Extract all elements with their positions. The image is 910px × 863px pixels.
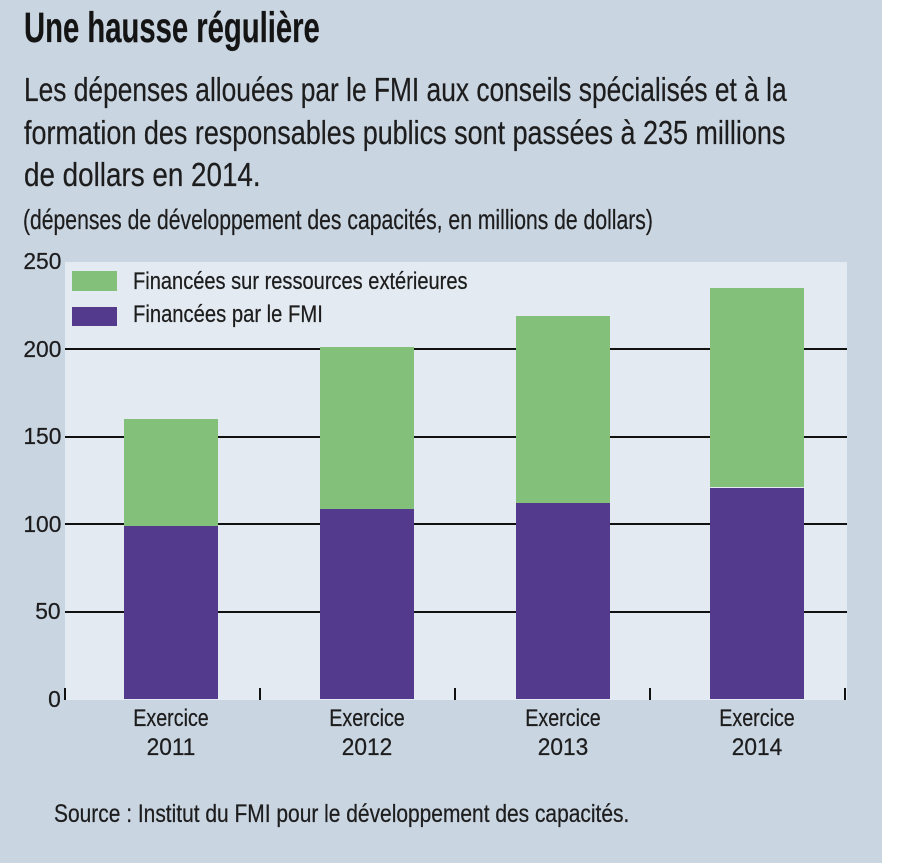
x-label-year-2011: 2011 (146, 733, 196, 761)
legend-swatch-0 (72, 271, 117, 291)
figure-subtitle-line-1: Les dépenses allouées par le FMI aux con… (24, 70, 787, 108)
chart-units-caption: (dépenses de développement des capacités… (22, 204, 653, 236)
x-label-word-2014: Exercice (718, 704, 795, 732)
figure-subtitle-line-3: de dollars en 2014. (24, 156, 261, 194)
x-axis-tick-4 (843, 687, 847, 700)
y-tick-text-0: 0 (48, 685, 61, 712)
x-label-word-2011: Exercice (133, 704, 209, 732)
figure-card: Une hausse régulière Les dépenses alloué… (0, 0, 882, 863)
bar-fmi-2011 (124, 526, 218, 700)
y-tick-label-250: 250 (0, 247, 61, 274)
y-tick-label-200: 200 (0, 335, 61, 362)
x-axis-tick-2 (453, 687, 457, 700)
legend-label-1: Financées par le FMI (132, 301, 323, 329)
x-label-year-2012: 2012 (341, 733, 393, 761)
y-tick-text-200: 200 (23, 335, 61, 362)
legend-label-0: Financées sur ressources extérieures (132, 267, 468, 295)
y-tick-text-100: 100 (23, 510, 61, 537)
bar-fmi-2014 (709, 487, 804, 700)
y-tick-text-150: 150 (23, 423, 61, 450)
bar-external-2012 (320, 347, 414, 509)
x-axis-tick-0 (63, 687, 67, 700)
bar-external-2014 (709, 287, 804, 488)
bar-external-2013 (515, 315, 610, 504)
y-tick-text-50: 50 (35, 598, 62, 625)
x-label-year-2014: 2014 (731, 733, 782, 761)
x-axis-tick-3 (648, 687, 652, 700)
bar-external-2011 (124, 419, 218, 527)
legend-swatch-1 (72, 306, 117, 326)
gridline-150 (65, 435, 847, 438)
y-tick-label-150: 150 (0, 425, 61, 449)
x-label-word-2013: Exercice (524, 704, 601, 732)
x-label-word-2012: Exercice (329, 704, 405, 732)
figure-subtitle-line-2: formation des responsables publics sont … (24, 113, 786, 151)
gridline-200 (65, 348, 847, 351)
y-tick-label-0: 0 (0, 685, 61, 712)
x-label-year-2013: 2013 (537, 733, 588, 761)
bar-fmi-2012 (320, 508, 414, 700)
y-tick-label-100: 100 (0, 510, 61, 537)
x-axis-tick-1 (258, 687, 262, 700)
y-tick-label-50: 50 (0, 598, 62, 625)
source-note: Source : Institut du FMI pour le dévelop… (54, 799, 630, 828)
figure-title: Une hausse régulière (24, 4, 320, 53)
gridline-100 (65, 523, 847, 526)
y-tick-text-250: 250 (23, 247, 61, 274)
bar-fmi-2013 (515, 503, 610, 700)
gridline-50 (65, 610, 847, 613)
